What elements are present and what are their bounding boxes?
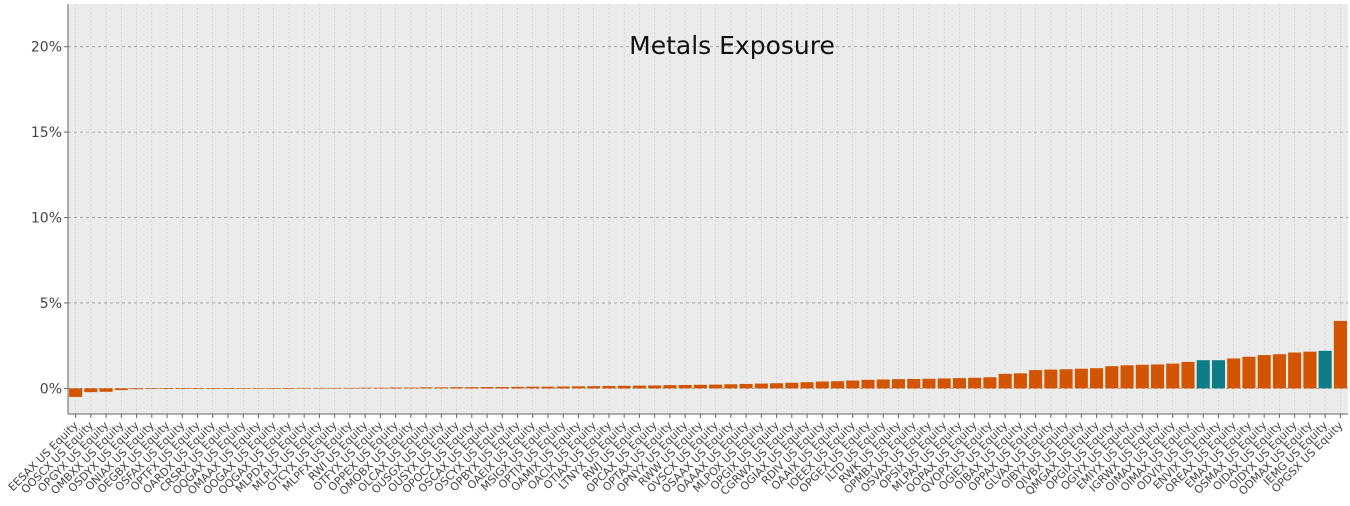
bar bbox=[770, 383, 784, 389]
bar bbox=[998, 373, 1012, 389]
bar bbox=[267, 388, 281, 389]
bar bbox=[602, 385, 616, 389]
bar bbox=[510, 386, 525, 389]
bar bbox=[846, 380, 860, 389]
bar bbox=[830, 381, 845, 389]
bar bbox=[1333, 320, 1347, 389]
bar bbox=[678, 384, 692, 389]
bar bbox=[1181, 361, 1195, 389]
bar bbox=[1150, 364, 1165, 389]
y-tick-label: 5% bbox=[40, 296, 62, 312]
bar bbox=[1044, 369, 1058, 389]
bar bbox=[1120, 365, 1134, 389]
y-tick-labels: 0% 5% 10% 15% 20% bbox=[31, 40, 68, 397]
bar bbox=[937, 378, 951, 389]
y-tick-label: 0% bbox=[40, 381, 62, 397]
bar bbox=[480, 387, 494, 389]
bar bbox=[1272, 354, 1286, 389]
axes bbox=[67, 4, 1348, 415]
bar bbox=[891, 379, 906, 389]
bar bbox=[297, 387, 311, 389]
bar bbox=[1135, 364, 1149, 389]
bar bbox=[876, 379, 890, 389]
bar bbox=[1257, 355, 1271, 389]
y-tick-label: 15% bbox=[31, 125, 62, 141]
bar bbox=[404, 387, 418, 389]
bar bbox=[571, 386, 586, 389]
bar bbox=[160, 388, 174, 389]
bar bbox=[312, 387, 326, 389]
bar bbox=[175, 388, 189, 389]
bar bbox=[1288, 352, 1302, 389]
bar bbox=[526, 386, 540, 389]
y-tick-label: 10% bbox=[31, 211, 62, 227]
bar bbox=[907, 378, 921, 389]
chart-title: Metals Exposure bbox=[629, 31, 835, 60]
bar bbox=[450, 387, 464, 389]
bar bbox=[724, 384, 738, 389]
bar bbox=[343, 387, 357, 389]
bar bbox=[145, 388, 159, 389]
bar bbox=[389, 387, 403, 389]
bar bbox=[419, 387, 433, 389]
bar bbox=[1227, 358, 1241, 389]
bar bbox=[328, 387, 342, 389]
bar bbox=[495, 387, 509, 389]
bar bbox=[968, 377, 982, 389]
bar bbox=[952, 378, 966, 389]
bar bbox=[663, 385, 677, 389]
bar bbox=[1105, 366, 1119, 389]
bar bbox=[190, 388, 205, 389]
bar bbox=[1074, 368, 1088, 389]
bar bbox=[1196, 360, 1210, 389]
bar bbox=[983, 377, 997, 389]
bar bbox=[541, 386, 555, 389]
bar bbox=[785, 382, 799, 389]
bar bbox=[1090, 368, 1104, 389]
bar bbox=[114, 388, 128, 391]
bar bbox=[1303, 351, 1317, 389]
plot-background bbox=[68, 4, 1348, 414]
bar bbox=[587, 386, 601, 389]
bar bbox=[648, 385, 662, 389]
bar bbox=[251, 388, 266, 389]
bar bbox=[1029, 370, 1043, 389]
bar bbox=[556, 386, 570, 389]
y-tick-label: 20% bbox=[31, 40, 62, 56]
axis-line bbox=[67, 4, 1348, 415]
bar bbox=[800, 382, 814, 389]
bar bbox=[373, 387, 387, 389]
bar bbox=[130, 388, 144, 390]
bar bbox=[693, 384, 707, 389]
bar bbox=[465, 387, 479, 389]
bar bbox=[84, 388, 98, 393]
bar bbox=[236, 388, 250, 389]
bar bbox=[922, 378, 936, 389]
bar bbox=[617, 385, 631, 389]
bar bbox=[632, 385, 646, 389]
bar bbox=[1059, 369, 1073, 389]
bar bbox=[709, 384, 723, 389]
bar bbox=[815, 381, 829, 389]
bar bbox=[99, 388, 113, 392]
bar bbox=[1211, 360, 1226, 389]
bar bbox=[1166, 363, 1180, 389]
bar bbox=[221, 388, 235, 389]
vertical-gridlines bbox=[75, 4, 1341, 414]
bar bbox=[206, 388, 220, 389]
bar bbox=[434, 387, 448, 389]
bar bbox=[861, 379, 875, 389]
bar bbox=[739, 383, 753, 389]
bar bbox=[1242, 356, 1256, 389]
bars bbox=[69, 320, 1347, 397]
bar bbox=[282, 388, 296, 389]
bar bbox=[358, 387, 372, 389]
bar bbox=[1013, 373, 1027, 389]
bar bbox=[1318, 350, 1332, 389]
bar bbox=[69, 388, 83, 397]
bar bbox=[754, 383, 768, 389]
